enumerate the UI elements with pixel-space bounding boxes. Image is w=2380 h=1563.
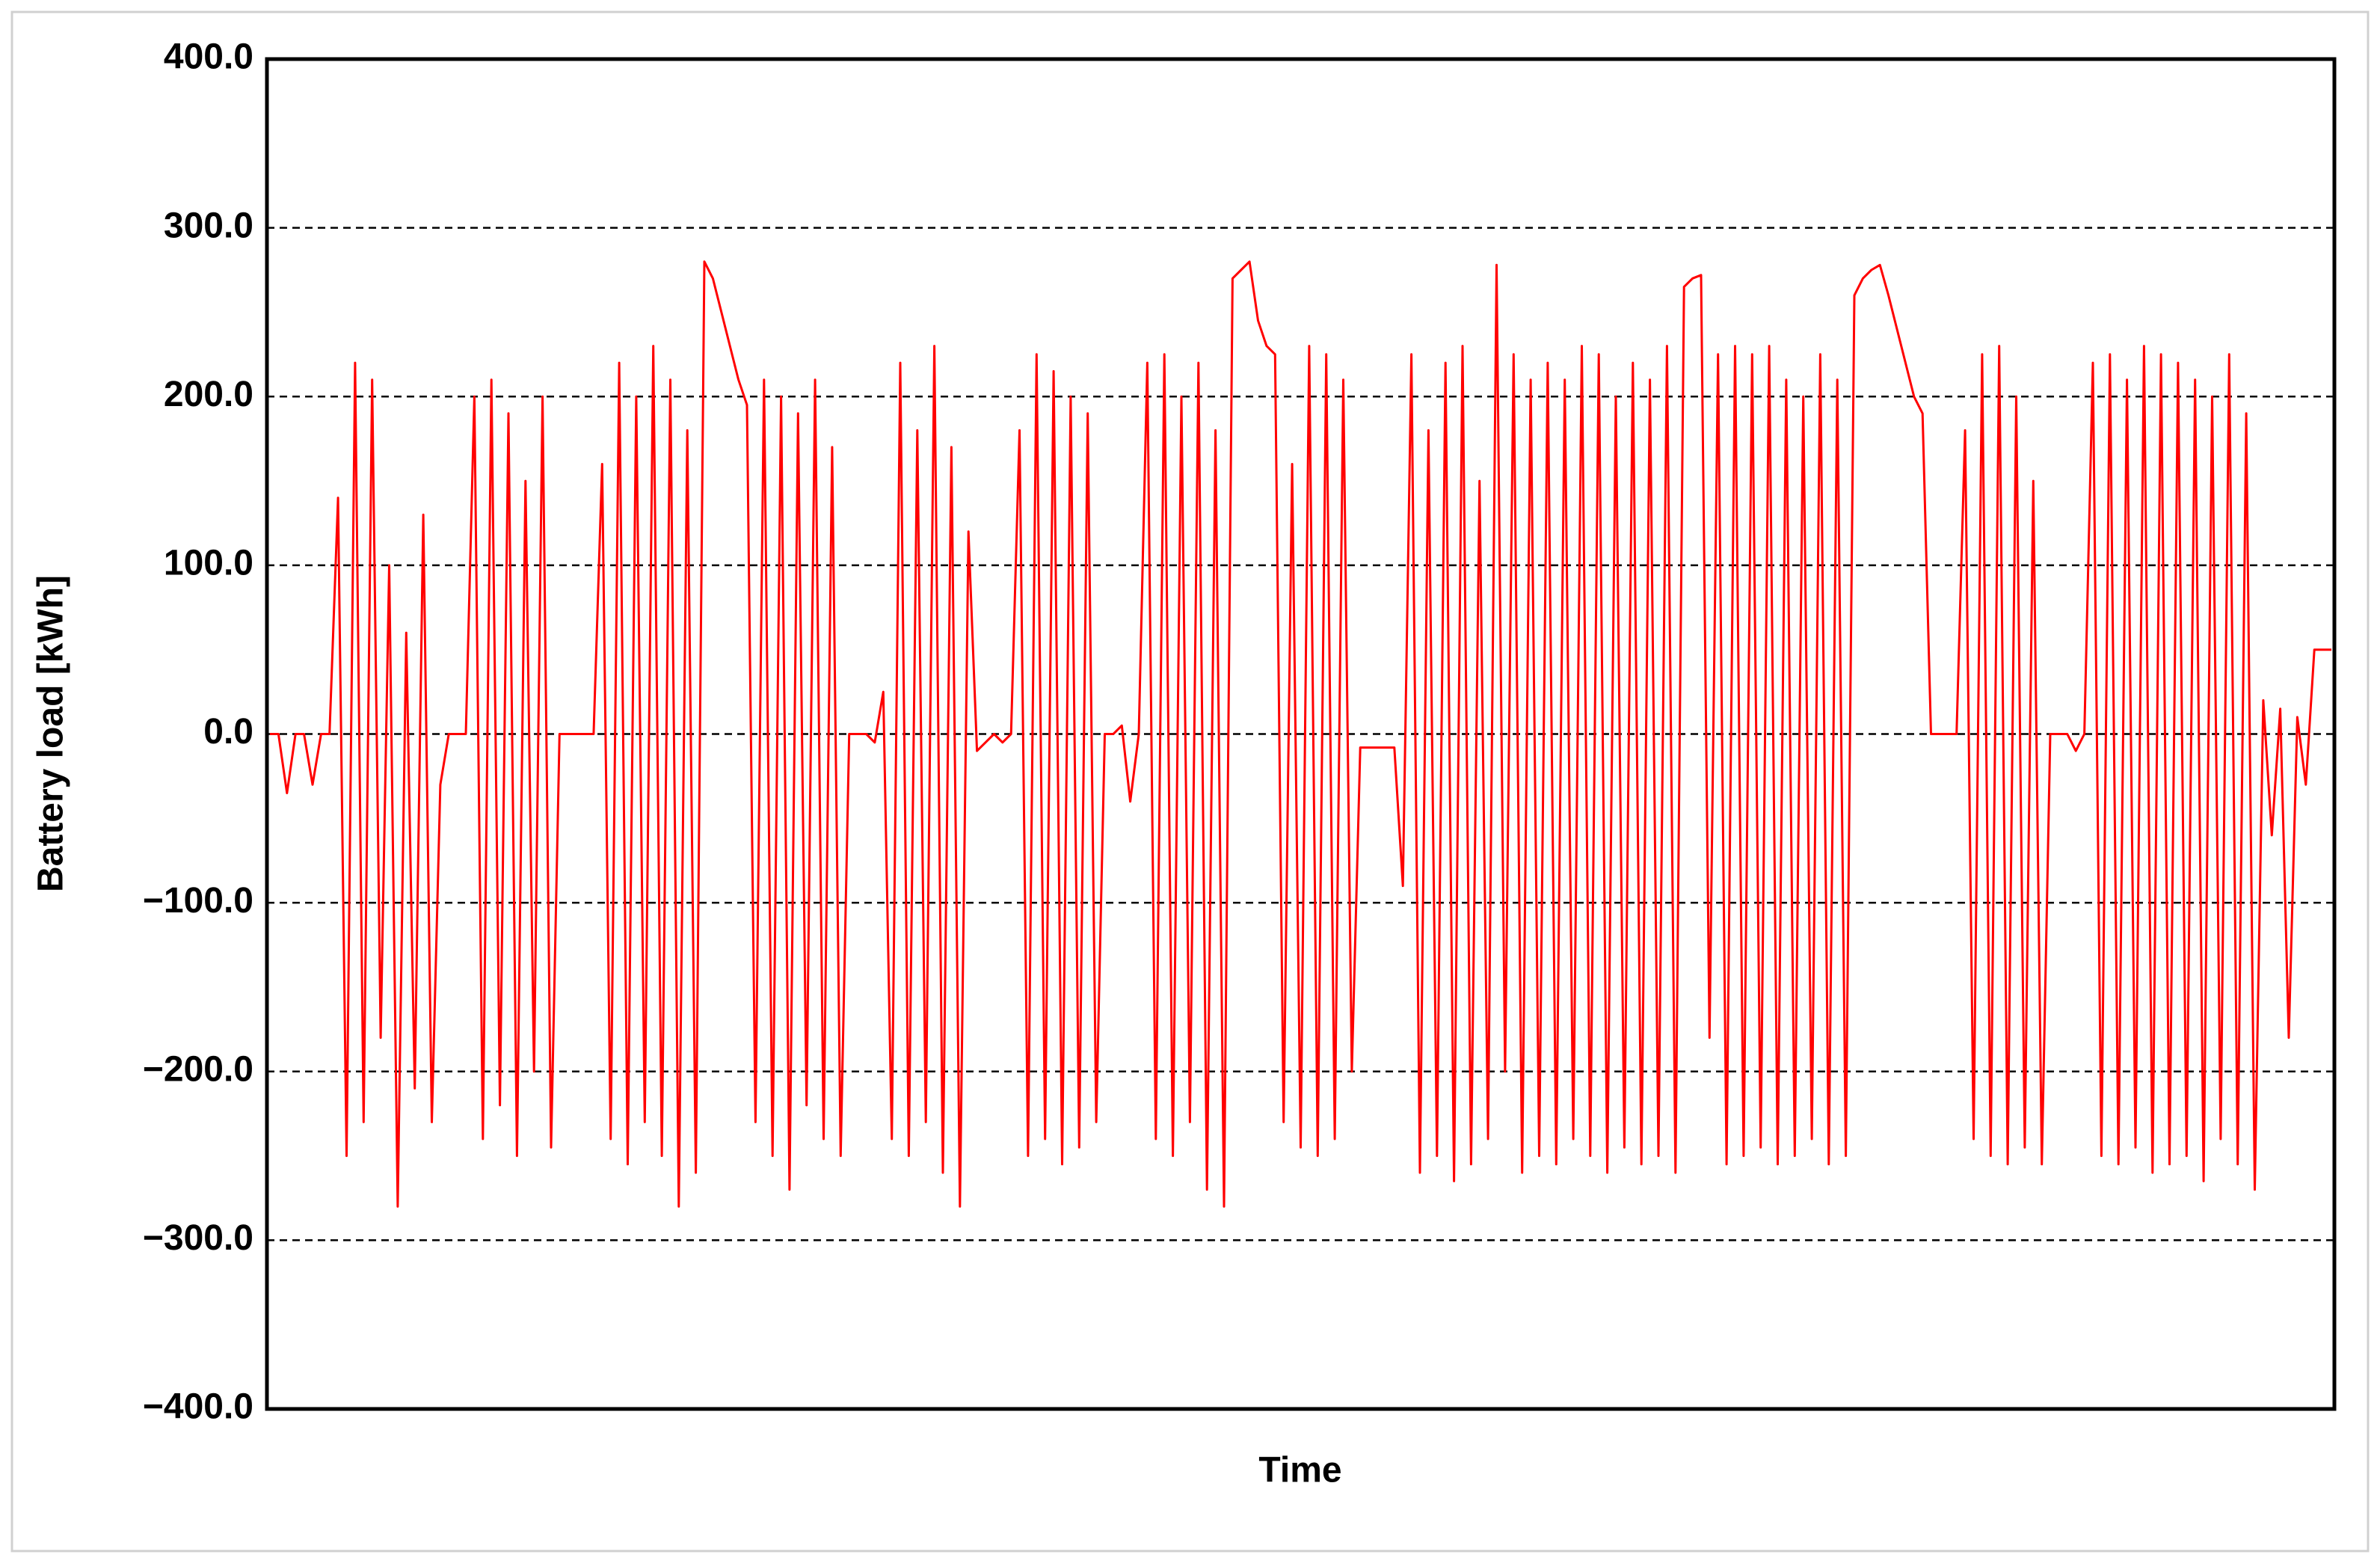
y-tick-label: 0.0 [203,712,253,752]
y-axis-label: Battery load [kWh] [31,575,71,892]
chart-border [10,10,2370,1553]
y-tick-label: 400.0 [164,37,253,77]
y-tick-label: −400.0 [143,1387,253,1427]
y-tick-label: 100.0 [164,544,253,583]
y-tick-label: 200.0 [164,375,253,414]
y-tick-label: −200.0 [143,1049,253,1089]
x-axis-label: Time [1258,1451,1341,1490]
y-tick-label: 300.0 [164,206,253,245]
data-line [270,260,2331,1208]
plot-frame [265,57,2337,1411]
y-tick-label: −300.0 [143,1218,253,1258]
y-tick-label: −100.0 [143,881,253,921]
plot-layer [267,227,2334,1241]
